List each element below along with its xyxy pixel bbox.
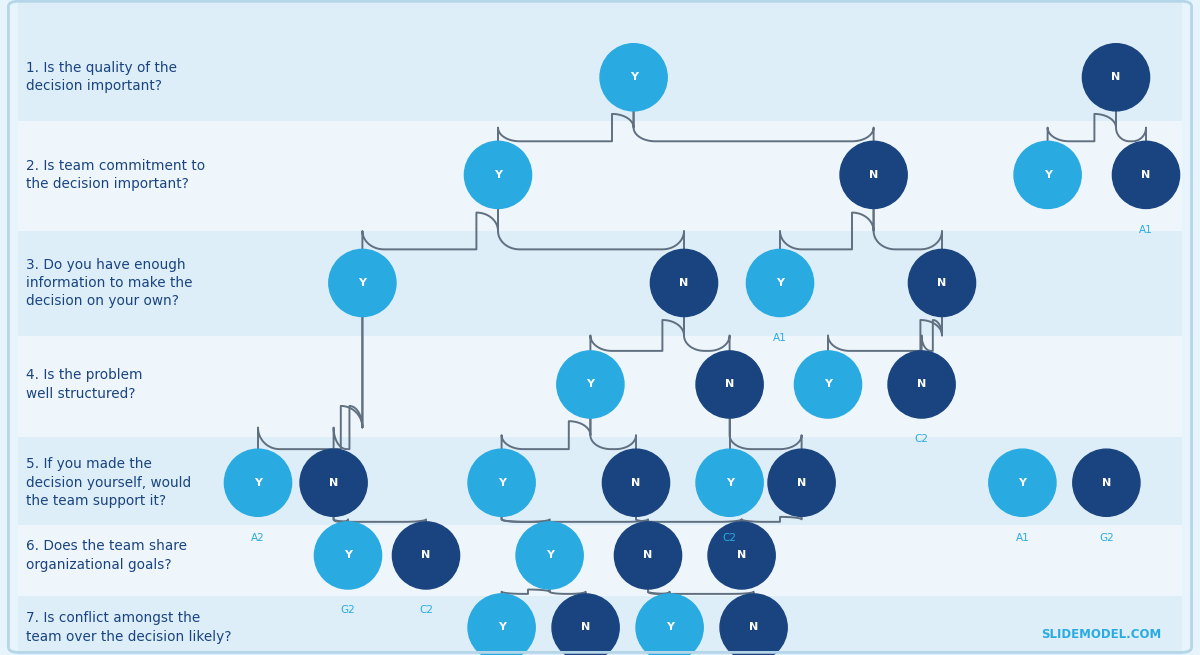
Ellipse shape	[392, 522, 460, 589]
Text: C2: C2	[914, 434, 929, 445]
Text: Y: Y	[359, 278, 366, 288]
Ellipse shape	[1073, 449, 1140, 516]
Ellipse shape	[468, 594, 535, 655]
FancyBboxPatch shape	[18, 231, 1182, 336]
Text: Y: Y	[587, 379, 594, 390]
Text: 2. Is team commitment to
the decision important?: 2. Is team commitment to the decision im…	[26, 159, 205, 191]
Ellipse shape	[840, 141, 907, 208]
Ellipse shape	[314, 522, 382, 589]
Text: 6. Does the team share
organizational goals?: 6. Does the team share organizational go…	[26, 539, 187, 572]
Ellipse shape	[600, 44, 667, 111]
Text: N: N	[581, 622, 590, 633]
Text: Y: Y	[498, 477, 505, 488]
Text: N: N	[643, 550, 653, 561]
FancyBboxPatch shape	[18, 437, 1182, 525]
Text: C2: C2	[419, 605, 433, 616]
Text: 7. Is conflict amongst the
team over the decision likely?: 7. Is conflict amongst the team over the…	[26, 611, 232, 644]
Ellipse shape	[464, 141, 532, 208]
Text: G2: G2	[1099, 533, 1114, 543]
Text: Y: Y	[630, 72, 637, 83]
Ellipse shape	[768, 449, 835, 516]
Text: Y: Y	[344, 550, 352, 561]
Ellipse shape	[557, 351, 624, 418]
Text: Y: Y	[254, 477, 262, 488]
Ellipse shape	[746, 250, 814, 316]
Ellipse shape	[1112, 141, 1180, 208]
Ellipse shape	[720, 594, 787, 655]
Text: N: N	[869, 170, 878, 180]
Text: N: N	[1111, 72, 1121, 83]
Text: N: N	[329, 477, 338, 488]
Text: A1: A1	[1015, 533, 1030, 543]
Text: Y: Y	[1019, 477, 1026, 488]
Ellipse shape	[224, 449, 292, 516]
FancyBboxPatch shape	[18, 525, 1182, 596]
Ellipse shape	[1082, 44, 1150, 111]
Text: 5. If you made the
decision yourself, would
the team support it?: 5. If you made the decision yourself, wo…	[26, 457, 192, 508]
Text: A2: A2	[251, 533, 265, 543]
Ellipse shape	[708, 522, 775, 589]
FancyBboxPatch shape	[18, 121, 1182, 231]
Text: A1: A1	[773, 333, 787, 343]
Text: N: N	[421, 550, 431, 561]
Ellipse shape	[696, 449, 763, 516]
Ellipse shape	[614, 522, 682, 589]
Text: Y: Y	[546, 550, 553, 561]
Text: 1. Is the quality of the
decision important?: 1. Is the quality of the decision import…	[26, 61, 178, 94]
Text: N: N	[737, 550, 746, 561]
Text: Y: Y	[498, 622, 505, 633]
Ellipse shape	[888, 351, 955, 418]
Ellipse shape	[989, 449, 1056, 516]
Ellipse shape	[602, 449, 670, 516]
Ellipse shape	[552, 594, 619, 655]
Ellipse shape	[1014, 141, 1081, 208]
Ellipse shape	[300, 449, 367, 516]
Text: 4. Is the problem
well structured?: 4. Is the problem well structured?	[26, 368, 143, 401]
Ellipse shape	[650, 250, 718, 316]
Ellipse shape	[794, 351, 862, 418]
Text: N: N	[1141, 170, 1151, 180]
Ellipse shape	[636, 594, 703, 655]
Text: 3. Do you have enough
information to make the
decision on your own?: 3. Do you have enough information to mak…	[26, 257, 193, 309]
Text: Y: Y	[726, 477, 733, 488]
Text: C2: C2	[722, 533, 737, 543]
Text: SLIDEMODEL.COM: SLIDEMODEL.COM	[1042, 627, 1162, 641]
Text: Y: Y	[824, 379, 832, 390]
FancyBboxPatch shape	[18, 336, 1182, 437]
Text: Y: Y	[494, 170, 502, 180]
Ellipse shape	[908, 250, 976, 316]
Text: Y: Y	[1044, 170, 1051, 180]
Text: A1: A1	[1139, 225, 1153, 235]
Text: N: N	[725, 379, 734, 390]
Text: G2: G2	[341, 605, 355, 616]
Text: Y: Y	[666, 622, 673, 633]
Ellipse shape	[696, 351, 763, 418]
Ellipse shape	[468, 449, 535, 516]
Text: Y: Y	[776, 278, 784, 288]
Text: N: N	[631, 477, 641, 488]
Text: N: N	[1102, 477, 1111, 488]
FancyBboxPatch shape	[18, 0, 1182, 121]
Text: N: N	[797, 477, 806, 488]
Text: N: N	[937, 278, 947, 288]
Ellipse shape	[329, 250, 396, 316]
Text: N: N	[917, 379, 926, 390]
Ellipse shape	[516, 522, 583, 589]
FancyBboxPatch shape	[18, 596, 1182, 655]
Text: N: N	[679, 278, 689, 288]
Text: N: N	[749, 622, 758, 633]
